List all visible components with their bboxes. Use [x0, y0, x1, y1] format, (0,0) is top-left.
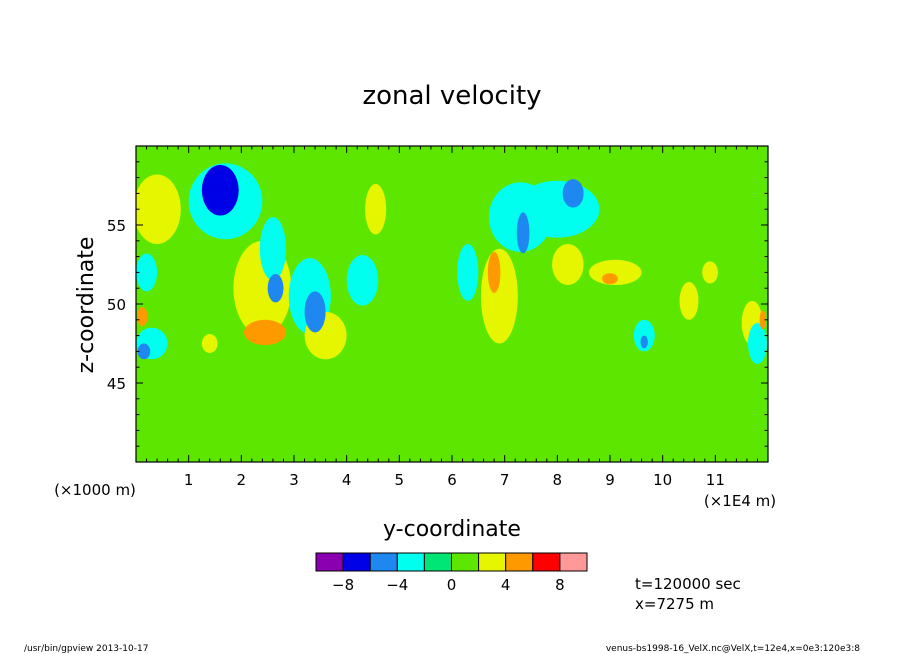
contour-feature: [136, 174, 181, 244]
y-axis-label: z-coordinate: [74, 237, 99, 374]
x-tick-label: 10: [653, 471, 672, 489]
contour-feature: [487, 251, 501, 293]
contour-feature: [457, 243, 479, 301]
x-axis-label: y-coordinate: [383, 517, 521, 542]
y-tick-label: 50: [107, 296, 126, 314]
x-unit-left-label: (×1000 m): [54, 481, 136, 499]
contour-field: [136, 163, 767, 365]
colorbar-swatch: [342, 552, 371, 572]
colorbar-swatch: [559, 552, 588, 572]
colorbar-tick-label: 4: [501, 576, 511, 594]
contour-feature: [137, 307, 148, 327]
contour-feature: [679, 281, 699, 320]
contour-feature: [243, 319, 287, 346]
x-tick-label: 4: [342, 471, 352, 489]
contour-feature: [702, 261, 718, 284]
colorbar-tick-label: 0: [447, 576, 457, 594]
y-tick-labels: 45 50 55: [107, 217, 126, 393]
x-unit-right-label: (×1E4 m): [704, 492, 776, 510]
colorbar-swatch: [505, 552, 534, 572]
contour-feature: [136, 253, 158, 292]
contour-feature: [201, 334, 218, 353]
x-tick-labels: 1 2 3 4 5 6 7 8 9 10 11: [184, 471, 725, 489]
x-tick-label: 1: [184, 471, 194, 489]
colorbar-tick-label: −8: [332, 576, 354, 594]
x-tick-label: 9: [605, 471, 615, 489]
contour-feature: [365, 183, 387, 235]
colorbar-swatch: [451, 552, 480, 572]
colorbar-swatch: [423, 552, 452, 572]
contour-feature: [640, 335, 648, 349]
colorbar-tick-labels: −8 −4 0 4 8: [332, 576, 565, 594]
contour-feature: [304, 291, 326, 333]
x-tick-label: 2: [237, 471, 247, 489]
x-tick-label: 8: [553, 471, 563, 489]
colorbar-swatch: [532, 552, 561, 572]
colorbar-swatch: [396, 552, 425, 572]
colorbar-swatch: [315, 552, 344, 572]
contour-feature: [201, 164, 239, 216]
contour-feature: [552, 243, 584, 286]
colorbar-swatch: [478, 552, 507, 572]
y-tick-label: 55: [107, 217, 126, 235]
axis-ticks: [135, 145, 769, 463]
y-tick-label: 45: [107, 375, 126, 393]
contour-feature: [267, 273, 284, 303]
contour-feature: [602, 273, 618, 285]
x-tick-label: 7: [500, 471, 510, 489]
x-tick-label: 11: [706, 471, 725, 489]
colorbar: [315, 552, 588, 572]
x-tick-label: 5: [395, 471, 405, 489]
colorbar-tick-label: 8: [555, 576, 565, 594]
x-tick-label: 6: [447, 471, 457, 489]
footer-right: venus-bs1998-16_VelX.nc@VelX,t=12e4,x=0e…: [606, 644, 860, 654]
contour-feature: [747, 322, 767, 365]
footer-left: /usr/bin/gpview 2013-10-17: [24, 644, 148, 654]
contour-feature: [346, 255, 379, 306]
x-tick-label: 3: [289, 471, 299, 489]
position-info: x=7275 m: [635, 595, 714, 613]
time-info: t=120000 sec: [635, 575, 741, 593]
chart-title: zonal velocity: [362, 81, 541, 111]
contour-feature: [259, 217, 287, 281]
colorbar-swatch: [369, 552, 398, 572]
contour-feature: [137, 343, 151, 360]
contour-feature: [516, 212, 530, 254]
contour-feature: [759, 310, 766, 330]
colorbar-tick-label: −4: [386, 576, 408, 594]
contour-feature: [562, 179, 584, 208]
